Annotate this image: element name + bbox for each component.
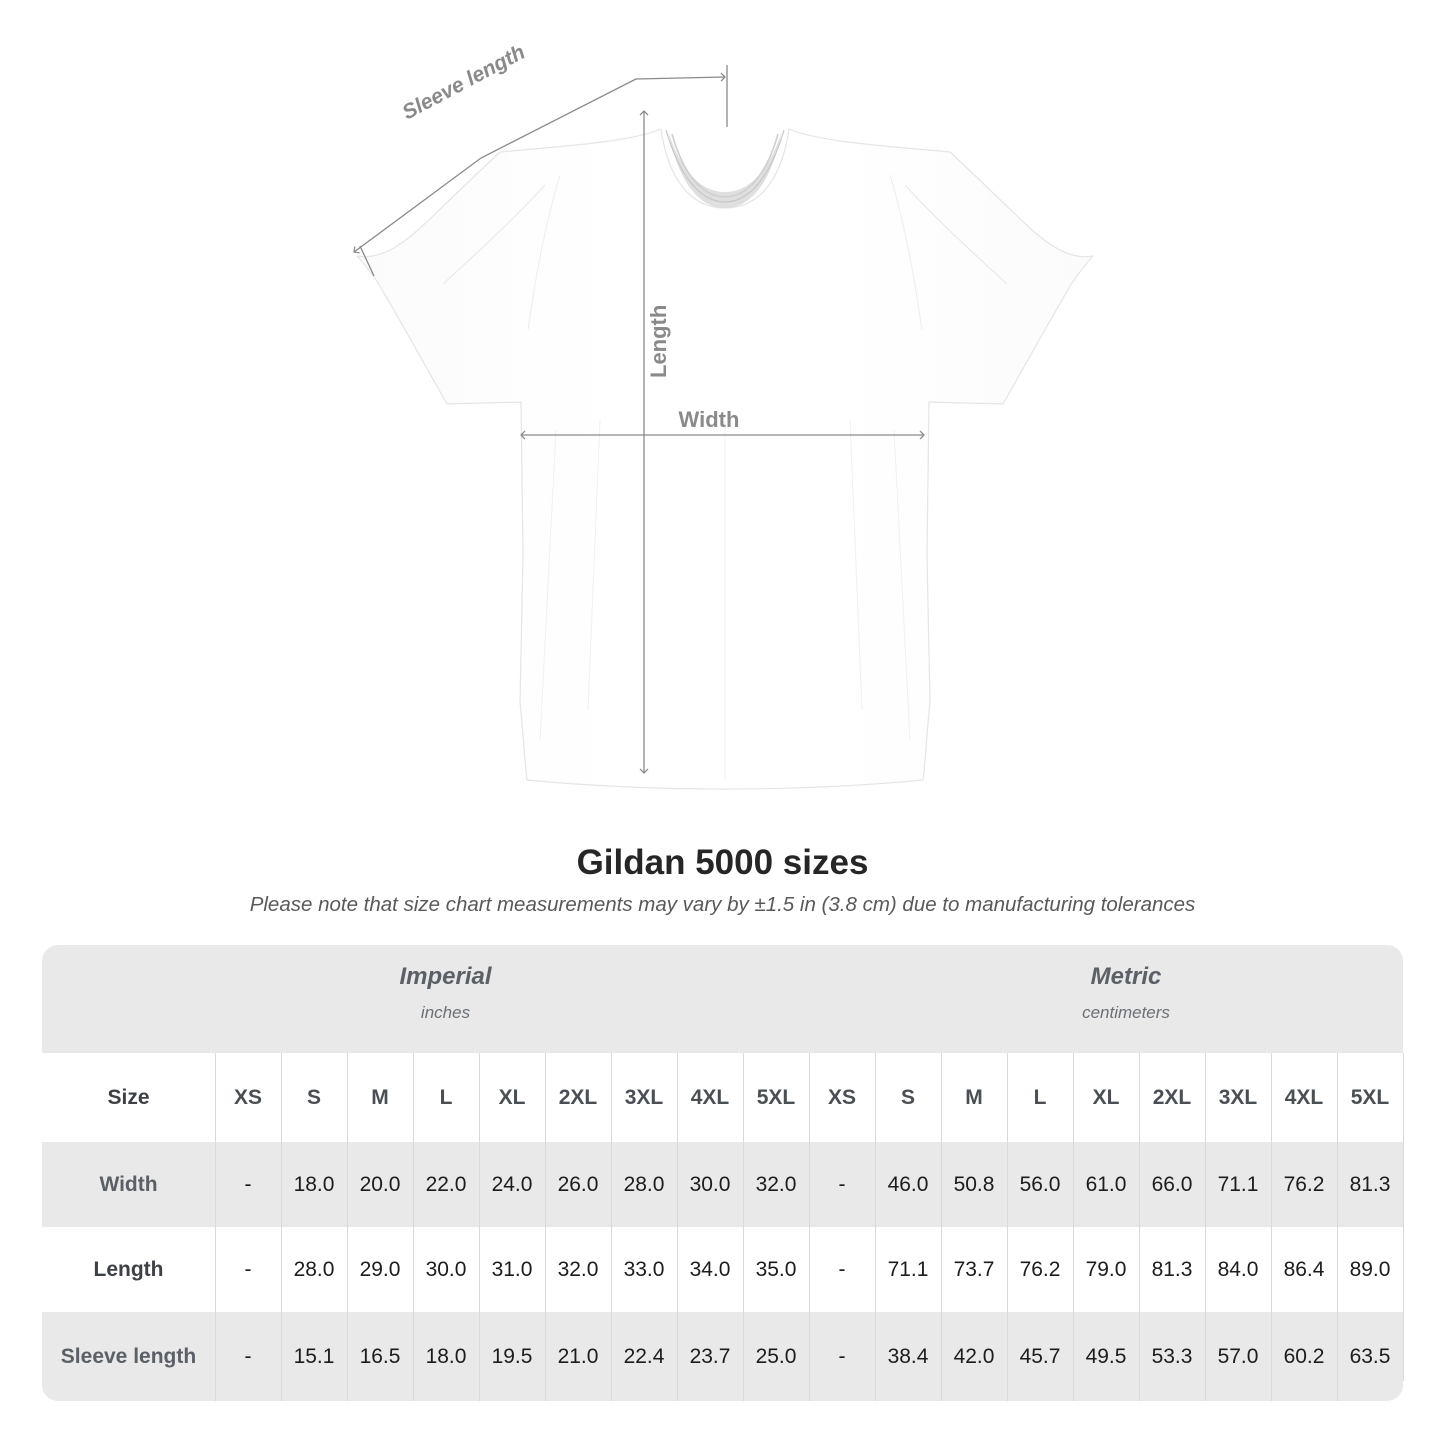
svg-text:Sleeve length: Sleeve length: [399, 41, 529, 125]
svg-text:Length: Length: [646, 305, 671, 378]
svg-text:Width: Width: [679, 407, 740, 432]
